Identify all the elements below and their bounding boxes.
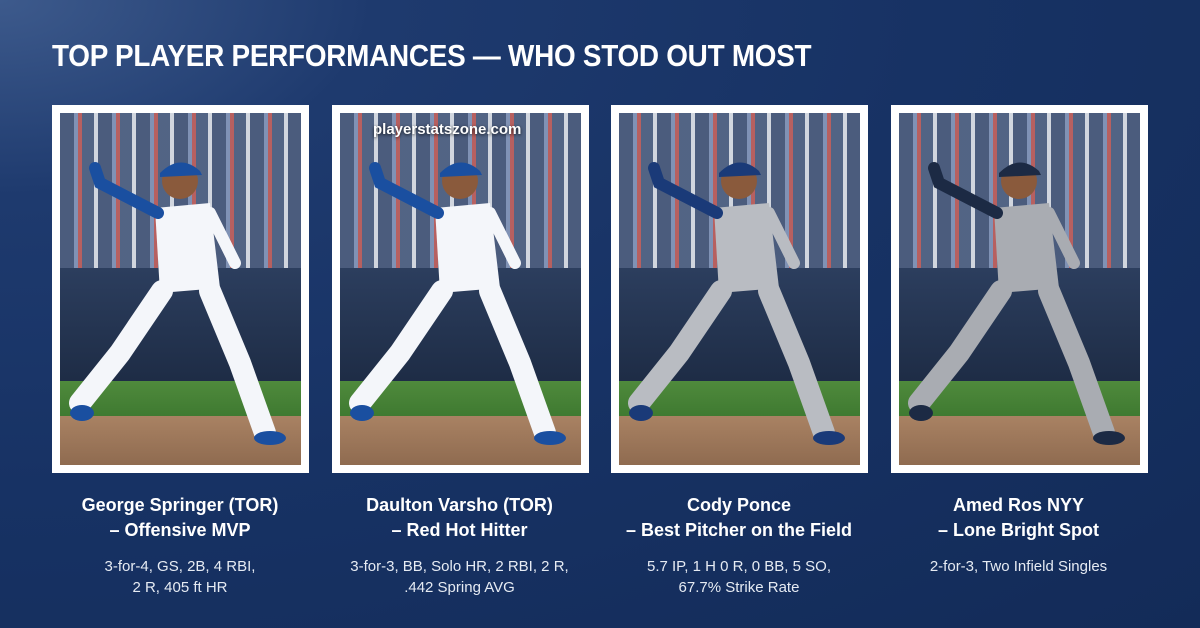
photo-frame xyxy=(611,105,868,473)
stat-line: .442 Spring AVG xyxy=(404,579,515,596)
player-figure xyxy=(348,162,566,445)
player-role: – Lone Bright Spot xyxy=(938,520,1099,540)
watermark: playerstatszone.com xyxy=(373,121,522,138)
photo-frame xyxy=(331,105,589,473)
stat-line: 2 R, 405 ft HR xyxy=(132,579,228,596)
player-role: – Best Pitcher on the Field xyxy=(625,520,853,540)
player-name: Cody Ponce xyxy=(686,495,792,515)
player-name: Amed Ros NYY xyxy=(952,495,1085,515)
headline: TOP PLAYER PERFORMANCES — WHO STOD OUT M… xyxy=(52,38,812,73)
player-name: George Springer (TOR) xyxy=(81,495,279,515)
player-photo xyxy=(898,113,1140,465)
player-figure xyxy=(69,162,286,445)
stat-line: 3-for-3, BB, Solo HR, 2 RBI, 2 R, xyxy=(350,558,569,575)
stat-line: 5.7 IP, 1 H 0 R, 0 BB, 5 SO, xyxy=(647,558,831,575)
stat-line: 67.7% Strike Rate xyxy=(678,579,800,596)
player-photo xyxy=(619,113,860,465)
player-photo xyxy=(60,113,301,465)
player-role: – Red Hot Hitter xyxy=(391,520,528,540)
player-figure xyxy=(628,162,845,445)
stat-line: 3-for-4, GS, 2B, 4 RBI, xyxy=(104,558,256,575)
photo-frame xyxy=(52,105,309,473)
player-name: Daulton Varsho (TOR) xyxy=(366,495,553,515)
player-role: – Offensive MVP xyxy=(109,520,251,540)
player-figure xyxy=(907,162,1125,445)
stat-line: 2-for-3, Two Infield Singles xyxy=(929,558,1108,575)
player-photo xyxy=(339,113,581,465)
photo-frame xyxy=(890,105,1148,473)
